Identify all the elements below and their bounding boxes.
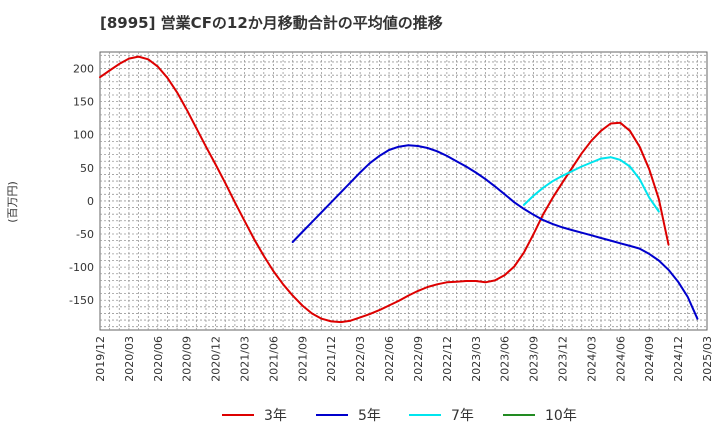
x-tick-label: 2023/12 (556, 336, 569, 382)
x-tick-label: 2020/09 (181, 336, 194, 382)
grid-lines (100, 52, 707, 330)
x-tick-label: 2024/03 (585, 336, 598, 382)
x-tick-label: 2024/06 (614, 336, 627, 382)
y-tick-label: 200 (73, 63, 94, 76)
x-axis: 2019/12 2020/03 2020/06 2020/09 2020/12 2021/… (94, 336, 714, 382)
x-tick-label: 2023/06 (499, 336, 512, 382)
y-tick-label: -150 (69, 294, 94, 307)
x-tick-label: 2023/03 (470, 336, 483, 382)
plot-area (99, 51, 708, 331)
legend-label: 3年 (264, 408, 287, 424)
x-tick-label: 2023/09 (528, 336, 541, 382)
x-tick-label: 2022/06 (383, 336, 396, 382)
x-tick-label: 2019/12 (94, 336, 107, 382)
y-tick-label: 50 (80, 162, 94, 175)
x-tick-label: 2020/12 (210, 336, 223, 382)
y-axis: 200 150 100 50 0 -50 -100 -150 (69, 63, 94, 308)
x-tick-label: 2022/03 (354, 336, 367, 382)
x-tick-label: 2020/03 (123, 336, 136, 382)
x-tick-label: 2025/03 (701, 336, 714, 382)
y-tick-label: -100 (69, 261, 94, 274)
series-line-5年 (291, 144, 699, 320)
legend-label: 10年 (545, 408, 577, 424)
x-tick-label: 2020/06 (152, 336, 165, 382)
x-tick-label: 2021/09 (296, 336, 309, 382)
x-tick-label: 2021/12 (325, 336, 338, 382)
chart-title: [8995] 営業CFの12か月移動合計の平均値の推移 (100, 14, 443, 32)
y-tick-label: 0 (87, 195, 94, 208)
x-tick-label: 2022/12 (441, 336, 454, 382)
legend-label: 7年 (451, 408, 474, 424)
plot-frame (99, 51, 708, 331)
x-tick-label: 2021/06 (267, 336, 280, 382)
legend: 3年 5年 7年 10年 (222, 408, 577, 424)
y-tick-label: 100 (73, 129, 94, 142)
x-tick-label: 2024/12 (672, 336, 685, 382)
y-tick-label: 150 (73, 96, 94, 109)
x-tick-label: 2021/03 (239, 336, 252, 382)
legend-label: 5年 (358, 408, 381, 424)
y-axis-title: (百万円) (6, 181, 19, 223)
y-tick-label: -50 (76, 228, 94, 241)
series-layer (99, 55, 699, 324)
x-tick-label: 2024/09 (643, 336, 656, 382)
series-line-3年 (99, 55, 670, 324)
x-tick-label: 2022/09 (412, 336, 425, 382)
series-line-7年 (522, 156, 660, 213)
